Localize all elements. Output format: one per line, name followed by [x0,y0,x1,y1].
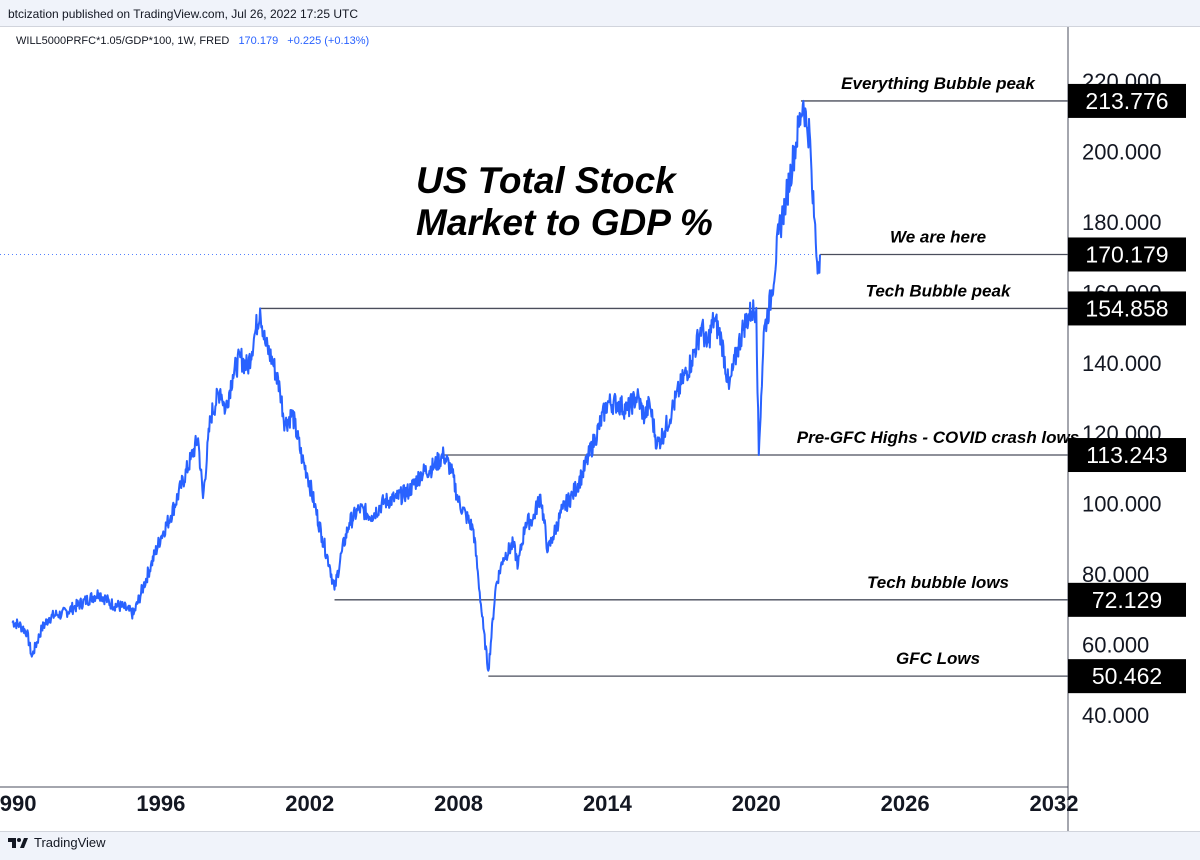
level-price-label: 154.858 [1085,295,1168,321]
series-line-group [11,99,821,672]
y-tick-label: 200.000 [1082,139,1162,164]
level-caption: Everything Bubble peak [841,74,1036,93]
level-caption: We are here [890,227,986,246]
last-price: 170.179 [238,35,279,47]
level-price-label: 213.776 [1085,88,1168,114]
x-tick-label: 2026 [881,791,930,816]
level-price-label-box [1068,659,1186,694]
y-tick-label: 100.000 [1082,492,1162,517]
level-price-label: 113.243 [1086,442,1167,468]
chart-title-line: US Total Stock [416,160,678,201]
y-tick-label: 140.000 [1082,351,1162,376]
level-price-label-box [1068,83,1186,118]
price-axis[interactable]: 40.00060.00080.000100.000120.000140.0001… [1067,27,1162,831]
x-tick-label: 2002 [285,791,334,816]
level-price-label-box [1068,237,1186,272]
level-caption: Pre-GFC Highs - COVID crash lows [797,428,1079,447]
level-price-label: 50.462 [1092,663,1162,689]
symbol-legend: WILL5000PRFC*1.05/GDP*100, 1W, FRED 170.… [16,35,369,47]
x-tick-label: 2008 [434,791,483,816]
x-tick-label: 1996 [136,791,185,816]
level-price-label-box [1068,582,1186,617]
time-axis[interactable]: 1990 1996 2002 2008 2014 2020 2026 2032 [0,786,1079,816]
level-caption: GFC Lows [896,649,980,668]
publish-info: btcization published on TradingView.com,… [8,7,358,21]
level-captions: Everything Bubble peak We are here Tech Bu… [797,74,1079,668]
x-tick-label: 2020 [732,791,781,816]
symbol-name: WILL5000PRFC*1.05/GDP*100, 1W, FRED [16,35,230,47]
level-lines [260,100,1068,677]
brand-name: TradingView [34,835,106,850]
level-caption: Tech bubble lows [867,573,1009,592]
y-tick-label: 60.000 [1082,633,1149,658]
chart-panel[interactable]: US Total Stock Market to GDP % Everything… [0,26,1200,832]
footer-brand[interactable]: TradingView [8,835,106,850]
series-line [11,99,821,672]
level-caption: Tech Bubble peak [866,281,1012,300]
chart-title-line: Market to GDP % [416,202,713,243]
level-price-label: 170.179 [1085,241,1168,267]
y-tick-label: 180.000 [1082,210,1162,235]
level-price-label-box [1068,291,1186,326]
x-tick-label: 2032 [1030,791,1079,816]
y-tick-label: 40.000 [1082,703,1149,728]
tradingview-logo-icon [8,837,28,848]
x-tick-label: 1990 [0,791,36,816]
level-price-label-box [1068,438,1186,473]
level-price-label: 72.129 [1092,587,1162,613]
price-change: +0.225 (+0.13%) [287,35,370,47]
x-tick-label: 2014 [583,791,633,816]
level-price-labels: 213.776 170.179 154.858 113.243 72.129 50.462 [1068,83,1186,694]
